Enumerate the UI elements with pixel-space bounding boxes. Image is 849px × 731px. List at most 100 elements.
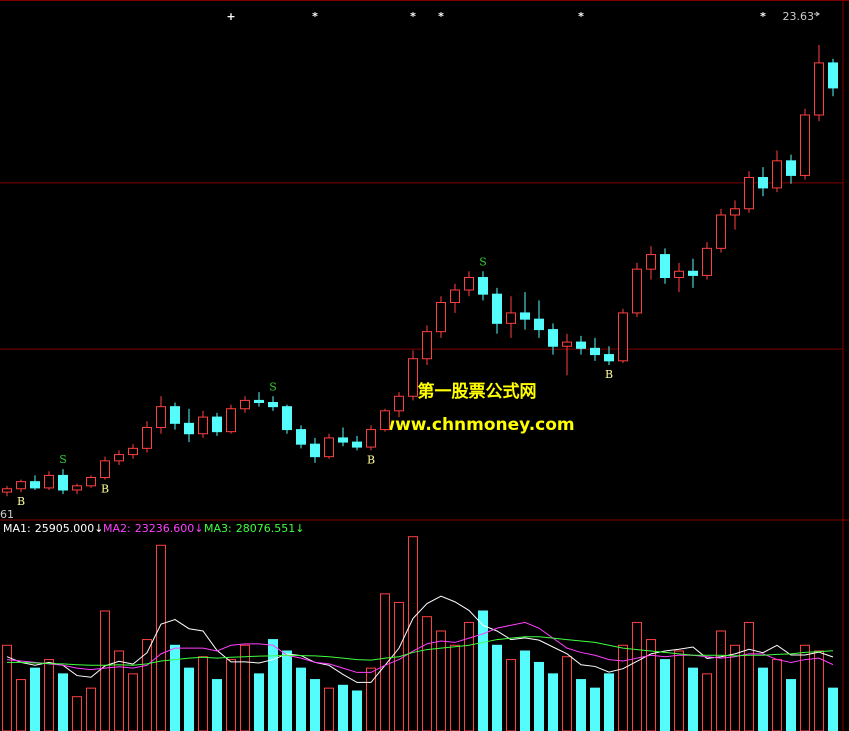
ma-name: MA3: — [204, 522, 232, 535]
candle-body — [324, 437, 334, 458]
volume-bar — [408, 536, 418, 731]
candle-body — [226, 408, 236, 433]
candle-body — [422, 331, 432, 360]
candle-body — [156, 406, 166, 428]
top-mark: * — [760, 10, 766, 23]
volume-bar — [772, 659, 782, 731]
candle-body — [310, 443, 320, 458]
volume-bar — [576, 679, 586, 731]
ma-trend: ↓ — [194, 522, 203, 535]
candle-body — [408, 358, 418, 397]
volume-bar — [548, 673, 558, 731]
volume-bar — [422, 616, 432, 731]
ma-value: 28076.551 — [236, 522, 296, 535]
candle-body — [562, 341, 572, 347]
candle-body — [72, 485, 82, 491]
candle-body — [338, 437, 348, 443]
volume-bar — [534, 661, 544, 731]
candle-body — [576, 341, 586, 349]
volume-bar — [156, 544, 166, 731]
volume-bar — [100, 610, 110, 731]
volume-bar — [562, 656, 572, 731]
candle-body — [86, 477, 96, 487]
volume-bar — [282, 650, 292, 731]
high-label: 23.63 — [783, 10, 815, 23]
ma-value: 23236.600 — [135, 522, 195, 535]
volume-bar — [450, 644, 460, 731]
volume-bar — [674, 650, 684, 731]
candle-body — [506, 312, 516, 324]
candle-body — [828, 62, 838, 89]
volume-bar — [128, 673, 138, 731]
signal-label: S — [269, 380, 277, 393]
volume-bar — [618, 644, 628, 731]
candle-body — [478, 277, 488, 295]
candle-body — [394, 395, 404, 412]
volume-bar — [310, 679, 320, 731]
candle-body — [688, 270, 698, 276]
ma-legend: MA3: 28076.551↓ — [204, 522, 304, 535]
candle-body — [30, 481, 40, 489]
volume-bar — [44, 659, 54, 731]
volume-bar — [758, 667, 768, 731]
signal-label: B — [367, 453, 375, 466]
candle-body — [268, 402, 278, 408]
volume-bar — [590, 687, 600, 731]
volume-bar — [660, 659, 670, 731]
volume-bar — [184, 667, 194, 731]
volume-bar — [506, 659, 516, 731]
ma-name: MA2: — [103, 522, 131, 535]
ma-name: MA1: — [3, 522, 31, 535]
candle-body — [352, 441, 362, 448]
volume-bar — [268, 639, 278, 731]
volume-bar — [86, 687, 96, 731]
signal-label: S — [479, 255, 487, 268]
candle-body — [282, 406, 292, 431]
candle-body — [16, 481, 26, 490]
volume-bar — [240, 644, 250, 731]
volume-bar — [254, 673, 264, 731]
candle-body — [534, 318, 544, 331]
candle-body — [198, 416, 208, 435]
candle-body — [366, 429, 376, 448]
candle-body — [450, 289, 460, 303]
volume-bar — [800, 644, 810, 731]
volume-bar — [114, 650, 124, 731]
volume-bar — [296, 667, 306, 731]
candle-body — [702, 247, 712, 276]
candle-body — [380, 410, 390, 431]
candle-body — [800, 114, 810, 176]
top-mark: * — [438, 10, 444, 23]
candle-body — [436, 302, 446, 333]
candle-body — [716, 214, 726, 249]
signal-label: S — [59, 453, 67, 466]
signal-label: B — [101, 483, 109, 496]
candle-body — [758, 177, 768, 189]
volume-bar — [16, 679, 26, 731]
volume-bar — [394, 601, 404, 731]
volume-bar — [786, 679, 796, 731]
volume-bar — [324, 687, 334, 731]
volume-bar — [828, 687, 838, 731]
bottom-left-label: 61 — [0, 508, 14, 521]
candle-body — [142, 427, 152, 449]
ma-trend: ↓ — [295, 522, 304, 535]
candle-body — [240, 399, 250, 410]
candle-body — [58, 474, 68, 491]
ma-legend: MA2: 23236.600↓ — [103, 522, 203, 535]
candle-body — [548, 329, 558, 347]
candle-body — [730, 208, 740, 216]
ma-legend: MA1: 25905.000↓ — [3, 522, 103, 535]
candle-body — [786, 160, 796, 176]
candle-body — [520, 312, 530, 320]
candle-body — [254, 399, 264, 403]
ma-line — [7, 636, 834, 666]
watermark: www.chnmoney.com — [379, 415, 574, 435]
ma-value: 25905.000 — [35, 522, 95, 535]
volume-bar — [492, 644, 502, 731]
volume-bar — [744, 621, 754, 731]
watermark: 第一股票公式网 — [418, 381, 537, 402]
candle-body — [44, 474, 54, 489]
signal-label: B — [605, 368, 613, 381]
